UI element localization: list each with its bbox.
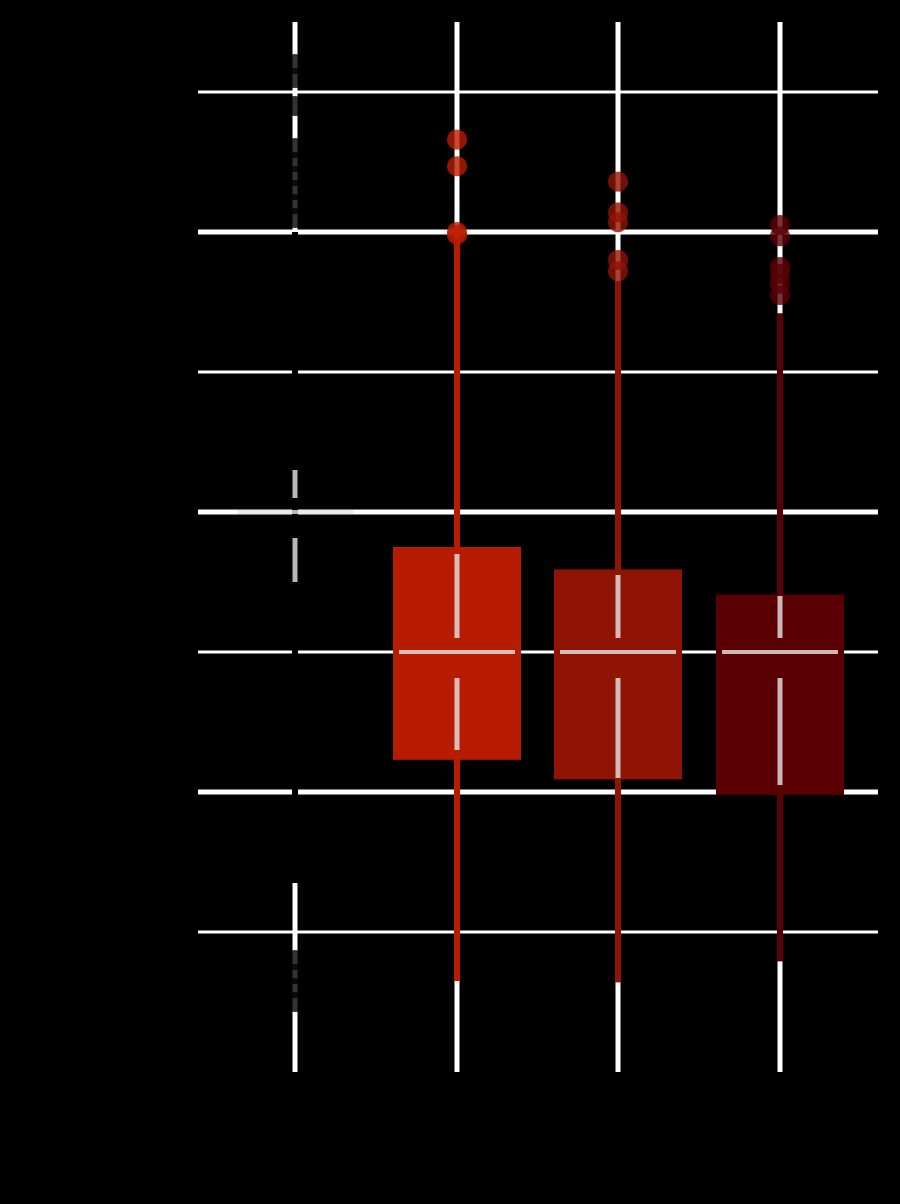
box-group-3	[554, 171, 682, 983]
outlier-3-4	[608, 202, 628, 223]
box-group-2	[393, 129, 521, 981]
outlier-1-6	[285, 194, 305, 214]
outlier-1-12	[285, 68, 305, 88]
outlier-3-2	[608, 250, 628, 270]
outlier-1-4	[285, 992, 305, 1012]
outlier-3-5	[608, 171, 628, 192]
outlier-1-9	[285, 152, 305, 172]
outlier-1-13	[285, 54, 305, 74]
outlier-2-4	[447, 129, 467, 150]
outlier-1-11	[285, 96, 305, 116]
outlier-1-8	[285, 166, 305, 186]
outlier-1-10	[285, 138, 305, 158]
outlier-1-1	[285, 950, 305, 970]
outlier-2-2	[447, 222, 467, 242]
outlier-1-3	[285, 978, 305, 998]
outlier-1-5	[285, 208, 305, 228]
outlier-4-4	[770, 257, 790, 277]
outlier-1-7	[285, 180, 305, 200]
outlier-1-2	[285, 964, 305, 984]
outlier-4-6	[770, 215, 790, 235]
box-group-1	[237, 54, 353, 1012]
box-layer	[237, 54, 844, 1012]
box-group-4	[716, 215, 844, 962]
outlier-2-3	[447, 156, 467, 177]
